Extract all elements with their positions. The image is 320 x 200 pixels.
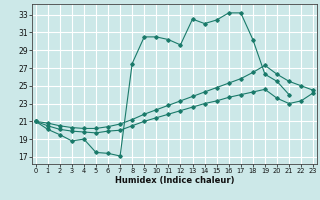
X-axis label: Humidex (Indice chaleur): Humidex (Indice chaleur): [115, 176, 234, 185]
